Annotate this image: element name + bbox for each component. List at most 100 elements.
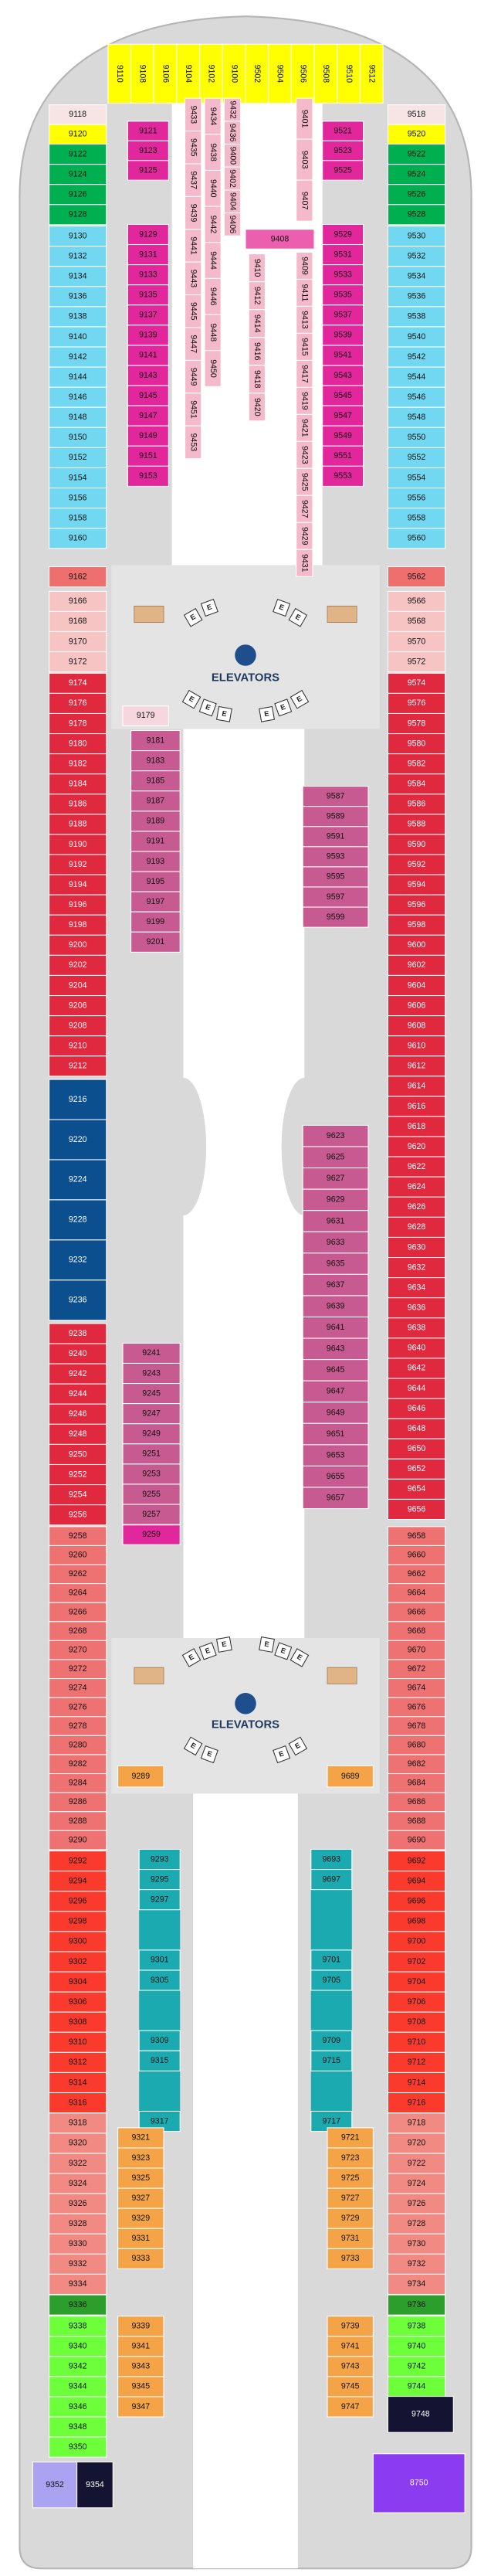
- cabin-number: 9136: [69, 292, 87, 301]
- cabin: [327, 2396, 374, 2418]
- cabin-number: 9181: [147, 736, 165, 745]
- cabin-number: 9429: [300, 527, 310, 545]
- cabin: [387, 204, 446, 226]
- cabin: [49, 1792, 107, 1813]
- cabin: [387, 406, 446, 428]
- cabin: [387, 753, 446, 775]
- cabin-number: 9745: [341, 2382, 360, 2391]
- cabin-number: 9446: [208, 287, 218, 306]
- cabin: [49, 488, 107, 509]
- cabin: [387, 1317, 446, 1339]
- cabin-number: 9242: [69, 1369, 87, 1378]
- cabin: [387, 995, 446, 1017]
- cabin: [117, 2167, 164, 2189]
- cabin: [49, 934, 107, 956]
- cabin: [49, 974, 107, 997]
- elevator-car: [288, 1736, 308, 1756]
- cabin-number: 9134: [69, 272, 87, 281]
- cabin-number: 9118: [69, 110, 86, 119]
- cabin: [327, 2228, 374, 2249]
- cabin: [387, 1076, 446, 1097]
- cabin-number: 9631: [327, 1216, 345, 1225]
- cabin: [387, 1337, 446, 1359]
- cabin-number: 9240: [69, 1349, 87, 1358]
- cabin: [117, 2336, 164, 2357]
- cabin: [327, 2207, 374, 2229]
- cabin-number: 9110: [115, 65, 124, 83]
- cabin: [322, 160, 364, 181]
- cabin-number: 9180: [69, 739, 87, 748]
- cabin-number: 9423: [300, 446, 310, 464]
- cabin-number: 9153: [139, 471, 157, 481]
- cabin-number: 9578: [408, 719, 426, 728]
- cabin-number: 9343: [132, 2362, 151, 2371]
- cabin-number: 9568: [408, 617, 426, 626]
- cabin-number: 9148: [69, 413, 87, 422]
- cabin: [302, 1146, 369, 1169]
- cabin-number: 9620: [408, 1142, 426, 1151]
- cabin: [387, 610, 446, 633]
- cabin-number: 9686: [408, 1797, 426, 1806]
- cabin: [49, 427, 107, 448]
- cabin-number: 9712: [408, 2058, 426, 2067]
- cabin-number: 9664: [408, 1589, 426, 1598]
- cabin: [223, 212, 242, 236]
- cabin: [302, 1465, 369, 1488]
- cabin-number: 9100: [229, 65, 239, 83]
- cabin-number: 9727: [341, 2194, 360, 2203]
- cabin-number: 9338: [69, 2322, 87, 2331]
- cabin: [127, 405, 169, 427]
- cabin: [387, 1602, 446, 1623]
- cabin: [387, 1697, 446, 1718]
- cabin: [387, 184, 446, 206]
- cabin-number: 9264: [69, 1589, 87, 1598]
- cabin-number: 9536: [408, 292, 426, 301]
- cabin-number: 9345: [132, 2382, 151, 2391]
- cabin: [49, 2011, 107, 2033]
- cabin: [222, 43, 246, 104]
- cabin-number: 9438: [208, 143, 218, 161]
- cabin-number: 9404: [228, 192, 237, 211]
- elevator-car-label: E: [293, 1742, 301, 1751]
- cabin-number: 9407: [300, 192, 310, 210]
- cabin-number: 9666: [408, 1607, 426, 1616]
- cabin-number: 9176: [69, 698, 87, 708]
- cabin-number: 9414: [252, 314, 262, 333]
- cabin: [122, 1463, 181, 1485]
- cabin-number: 9228: [69, 1215, 87, 1225]
- cabin-number: 9597: [327, 892, 345, 902]
- cabin-number: 9441: [188, 236, 198, 255]
- cabin-number: 9558: [408, 513, 426, 522]
- cabin: [138, 1949, 181, 1971]
- cabin: [127, 385, 169, 406]
- cabin-number: 9147: [139, 411, 157, 420]
- cabin-number: 9309: [151, 2036, 169, 2045]
- cabin-number: 9129: [139, 229, 157, 239]
- cabin-number: 9132: [69, 251, 87, 260]
- cabin-number: 9256: [69, 1510, 87, 1519]
- cabin-number: 9352: [46, 2480, 64, 2489]
- cabin: [122, 1443, 181, 1465]
- cabin-number: 9444: [208, 251, 218, 270]
- cabin: [387, 2233, 446, 2255]
- cabin-number: 9158: [69, 513, 87, 522]
- elevator-car: [200, 598, 218, 617]
- cabin: [49, 672, 107, 694]
- cabin: [49, 1735, 107, 1755]
- cabin-number: 9406: [228, 216, 237, 234]
- cabin: [49, 2112, 107, 2134]
- cabin: [49, 1991, 107, 2013]
- cabin-number: 9630: [408, 1242, 426, 1252]
- cabin-number: 9295: [151, 1874, 169, 1884]
- cabin: [387, 286, 446, 308]
- cabin: [387, 1418, 446, 1439]
- cabin-number: 9194: [69, 880, 87, 889]
- cabin: [49, 2273, 107, 2296]
- cabin-number: 9668: [408, 1626, 426, 1636]
- cabin: [387, 1830, 446, 1850]
- cabin: [302, 1380, 369, 1403]
- cabin: [49, 1363, 107, 1385]
- cabin-number: 9108: [138, 65, 147, 83]
- cabin-number: 9297: [151, 1895, 169, 1904]
- cabin-number: 9598: [408, 920, 426, 929]
